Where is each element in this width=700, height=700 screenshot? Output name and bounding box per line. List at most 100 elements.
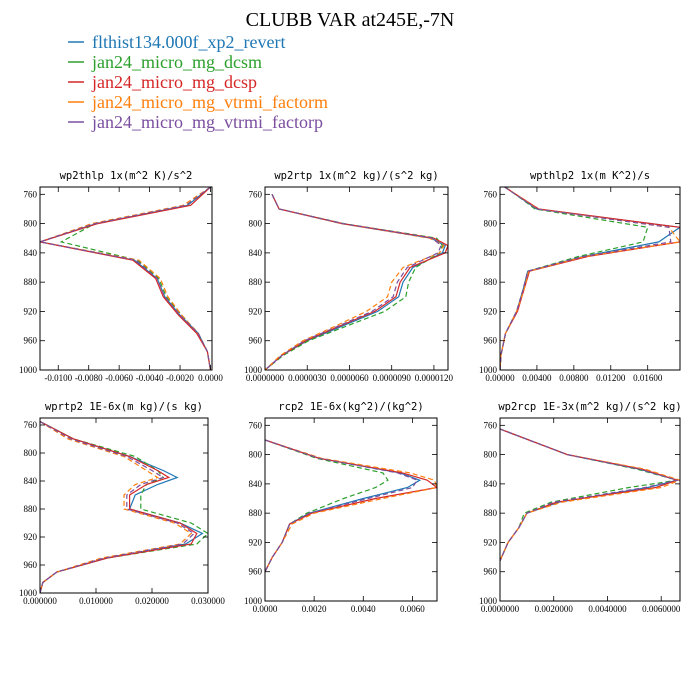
series-line xyxy=(40,187,212,370)
y-tick-label: 800 xyxy=(249,219,263,229)
x-tick-label: 0.0020000 xyxy=(535,604,574,614)
panel-title: wpthlp2 1x(m K^2)/s xyxy=(530,170,650,182)
axis-frame xyxy=(499,186,681,371)
figure-title: CLUBB VAR at245E,-7N xyxy=(246,9,455,31)
panel-title: wp2rcp 1E-3x(m^2 kg)/(s^2 kg) xyxy=(498,401,681,413)
y-tick-label: 920 xyxy=(249,537,263,547)
y-tick-label: 920 xyxy=(24,532,38,542)
x-tick-label: 0.00800 xyxy=(559,373,589,383)
series-group xyxy=(500,187,680,370)
panel-grid: wp2thlp 1x(m^2 K)/s^2 760 800 840 880 920 960 1… xyxy=(19,170,682,614)
y-tick-label: 760 xyxy=(249,420,263,430)
x-tick-label: 0.020000 xyxy=(135,596,169,606)
legend-entry: jan24_micro_mg_vtrmi_factorp xyxy=(68,112,323,132)
series-line xyxy=(40,420,204,593)
y-tick-label: 880 xyxy=(24,277,38,287)
y-tick-label: 840 xyxy=(484,248,498,258)
x-tick-label: 0.00000 xyxy=(485,373,515,383)
profile-panel: wprtp2 1E-6x(m kg)/(s kg) 760 800 840 880 920… xyxy=(19,401,225,606)
y-tick-label: 760 xyxy=(24,189,38,199)
x-tick-label: -0.0100 xyxy=(44,373,72,383)
x-tick-label: 0.0000 xyxy=(253,604,278,614)
series-line xyxy=(500,187,680,370)
x-tick-label: 0.01200 xyxy=(596,373,626,383)
legend-entry: jan24_micro_mg_dcsm xyxy=(68,52,262,72)
x-tick-label: 0.0040 xyxy=(351,604,376,614)
y-tick-label: 760 xyxy=(484,420,498,430)
y-tick-label: 920 xyxy=(249,306,263,316)
profile-panel: rcp2 1E-6x(kg^2)/(kg^2) 760 800 840 880 920 96… xyxy=(244,401,438,614)
y-tick-label: 760 xyxy=(484,189,498,199)
y-tick-label: 1000 xyxy=(244,365,263,375)
y-tick-label: 800 xyxy=(24,219,38,229)
y-tick-label: 800 xyxy=(249,450,263,460)
legend-label: jan24_micro_mg_vtrmi_factorm xyxy=(91,92,328,112)
panel-title: wp2rtp 1x(m^2 kg)/(s^2 kg) xyxy=(274,170,438,182)
series-line xyxy=(40,420,208,593)
y-tick-label: 1000 xyxy=(479,365,498,375)
panel-title: rcp2 1E-6x(kg^2)/(kg^2) xyxy=(278,401,423,413)
series-group xyxy=(40,187,212,370)
y-tick-label: 760 xyxy=(249,189,263,199)
y-tick-label: 960 xyxy=(249,567,263,577)
y-tick-label: 880 xyxy=(24,504,38,514)
x-tick-label: 0.0000 xyxy=(198,373,223,383)
y-tick-label: 960 xyxy=(24,336,38,346)
y-tick-label: 1000 xyxy=(19,365,38,375)
panel-title: wp2thlp 1x(m^2 K)/s^2 xyxy=(60,170,193,182)
series-line xyxy=(500,187,649,370)
y-tick-label: 840 xyxy=(249,248,263,258)
series-line xyxy=(265,194,448,370)
panel-title: wprtp2 1E-6x(m kg)/(s kg) xyxy=(45,401,203,413)
y-tick-label: 840 xyxy=(24,476,38,486)
x-tick-label: 0.0060000 xyxy=(642,604,681,614)
series-group xyxy=(265,194,448,370)
y-tick-label: 1000 xyxy=(19,588,38,598)
y-tick-label: 800 xyxy=(24,448,38,458)
axis-frame xyxy=(264,417,438,602)
y-tick-label: 840 xyxy=(249,479,263,489)
x-tick-label: -0.0080 xyxy=(75,373,103,383)
y-tick-label: 880 xyxy=(249,277,263,287)
y-tick-label: 760 xyxy=(24,420,38,430)
legend-label: jan24_micro_mg_dcsm xyxy=(91,52,262,72)
x-tick-label: 0.0000030 xyxy=(288,373,327,383)
legend: flthist134.000f_xp2_revertjan24_micro_mg… xyxy=(68,32,328,132)
x-tick-label: 0.0000060 xyxy=(330,373,369,383)
y-tick-label: 880 xyxy=(484,277,498,287)
series-line xyxy=(265,194,444,370)
y-tick-label: 880 xyxy=(484,508,498,518)
series-line xyxy=(265,194,446,370)
series-group xyxy=(500,428,680,561)
x-tick-label: 0.0040000 xyxy=(588,604,627,614)
series-line xyxy=(40,187,212,370)
x-tick-label: 0.0000120 xyxy=(415,373,454,383)
series-group xyxy=(40,420,208,593)
profile-panel: wp2rcp 1E-3x(m^2 kg)/(s^2 kg)760 800 840 88… xyxy=(479,401,682,614)
series-line xyxy=(265,439,437,572)
y-tick-label: 960 xyxy=(249,336,263,346)
x-tick-label: 0.000000 xyxy=(23,596,57,606)
series-line xyxy=(500,428,680,561)
series-line xyxy=(500,428,678,561)
x-tick-label: 0.01600 xyxy=(633,373,663,383)
x-tick-label: -0.0060 xyxy=(105,373,133,383)
x-tick-label: 0.0000000 xyxy=(481,604,520,614)
y-tick-label: 840 xyxy=(484,479,498,489)
series-line xyxy=(40,420,198,593)
series-line xyxy=(265,194,445,370)
x-tick-label: 0.0000000 xyxy=(246,373,285,383)
y-tick-label: 840 xyxy=(24,248,38,258)
y-tick-label: 960 xyxy=(484,567,498,577)
series-line xyxy=(40,187,212,370)
y-tick-label: 960 xyxy=(24,560,38,570)
x-tick-label: 0.0000090 xyxy=(373,373,412,383)
axis-frame xyxy=(39,186,213,371)
series-line xyxy=(40,420,195,593)
legend-label: jan24_micro_mg_vtrmi_factorp xyxy=(91,112,323,132)
legend-entry: flthist134.000f_xp2_revert xyxy=(68,32,285,52)
series-line xyxy=(40,420,193,593)
y-tick-label: 920 xyxy=(24,306,38,316)
axis-frame xyxy=(264,186,449,371)
